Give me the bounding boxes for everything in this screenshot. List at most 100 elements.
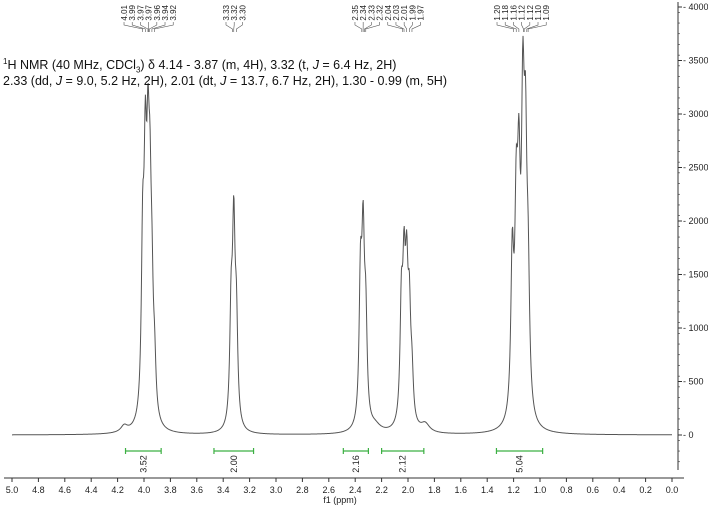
peak-label: 1.10: [534, 4, 543, 20]
y-tick-label: - 2500: [683, 163, 708, 173]
peak-label-connector: [365, 22, 380, 32]
x-tick-label: 1.0: [534, 485, 547, 495]
peak-label: 1.20: [493, 4, 502, 20]
y-tick-label: - 0: [683, 430, 694, 440]
x-tick-label: 0.4: [613, 485, 626, 495]
peak-label: 2.01: [400, 4, 409, 20]
peak-label-connector: [364, 22, 372, 32]
x-tick-label: 2.4: [349, 485, 362, 495]
peak-label: 1.16: [509, 4, 518, 20]
peak-label-connector: [513, 22, 520, 32]
peak-label: 1.99: [408, 4, 417, 20]
peak-label: 3.94: [161, 4, 170, 20]
peak-label: 3.97: [145, 4, 154, 20]
peak-label-connector: [236, 22, 243, 32]
caption-1-mid: ) δ 4.14 - 3.87 (m, 4H), 3.32 (t,: [140, 58, 313, 73]
y-tick-label: - 500: [683, 377, 704, 387]
peak-label: 2.33: [367, 4, 376, 20]
peak-label-connector: [395, 22, 405, 32]
y-tick-label: - 1500: [683, 270, 708, 280]
peak-label: 2.35: [351, 4, 360, 20]
peak-label: 4.01: [120, 4, 129, 20]
caption-2-j1: J: [55, 74, 63, 88]
x-tick-label: 1.4: [481, 485, 494, 495]
x-tick-label: 4.4: [85, 485, 98, 495]
integral-layer: 3.52 2.00 2.16 2.12 5.04: [124, 448, 544, 473]
y-tick-label: - 3000: [683, 109, 708, 119]
y-tick-label: - 1000: [683, 323, 708, 333]
x-tick-label: 0.6: [587, 485, 600, 495]
peak-label-connector: [521, 22, 524, 32]
caption-line-1: 1H NMR (40 MHz, CDCl3) δ 4.14 - 3.87 (m,…: [3, 57, 396, 75]
spectrum-line: [12, 35, 672, 436]
x-tick-label: 1.6: [455, 485, 468, 495]
x-tick-label: 5.0: [6, 485, 19, 495]
x-tick-label: 4.8: [32, 485, 45, 495]
peak-label: 3.96: [153, 4, 162, 20]
x-tick-label: 4.0: [138, 485, 151, 495]
caption-1-j: J: [312, 58, 319, 73]
peak-label: 3.97: [136, 4, 145, 20]
peak-label: 1.97: [417, 4, 426, 20]
peak-label: 2.03: [392, 4, 401, 20]
peak-label: 2.04: [384, 4, 393, 20]
peak-label: 3.92: [169, 4, 178, 20]
x-tick-label: 3.0: [270, 485, 283, 495]
peak-label-connector: [387, 22, 404, 32]
peak-label-connector: [354, 22, 363, 32]
peak-label: 2.34: [359, 4, 368, 20]
caption-line-2: 2.33 (dd, J = 9.0, 5.2 Hz, 2H), 2.01 (dt…: [3, 74, 447, 88]
integral-value: 2.16: [351, 455, 361, 473]
x-tick-label: 2.0: [402, 485, 415, 495]
x-tick-label: 4.2: [111, 485, 124, 495]
x-tick-label: 0.0: [666, 485, 679, 495]
integral-value: 5.04: [515, 455, 525, 473]
integral-value: 3.52: [138, 455, 148, 473]
peak-label: 3.32: [230, 4, 239, 20]
y-tick-label: - 3500: [683, 56, 708, 66]
x-axis-label: f1 (ppm): [323, 495, 357, 505]
x-tick-label: 3.4: [217, 485, 230, 495]
peak-label-connector: [140, 22, 149, 32]
peak-label-connector: [411, 22, 421, 32]
peak-label-connector: [123, 22, 143, 32]
y-tick-label: - 4000: [683, 2, 708, 12]
caption-2-a: 2.33 (dd,: [3, 74, 56, 88]
x-tick-label: 3.6: [191, 485, 204, 495]
x-tick-label: 3.8: [164, 485, 177, 495]
caption-2-j2: J: [220, 74, 227, 88]
x-tick-label: 1.2: [507, 485, 520, 495]
peak-label: 2.32: [376, 4, 385, 20]
integral-value: 2.00: [229, 455, 239, 473]
peak-label: 3.30: [238, 4, 247, 20]
integral-value: 2.12: [398, 455, 408, 473]
y-tick-label: - 2000: [683, 216, 708, 226]
x-axis: 5.0 4.8 4.6 4.4 4.2 4.0 3.8 3.6 3.4 3.2 3.0 2.8 2.6 2…: [4, 477, 684, 495]
peak-label-connector: [154, 22, 174, 32]
peak-label-connector: [504, 22, 517, 32]
peak-label-connector: [523, 22, 531, 32]
caption-2-b: = 9.0, 5.2 Hz, 2H), 2.01 (dt,: [62, 74, 221, 88]
peak-label: 3.99: [128, 4, 137, 20]
peak-label-connector: [148, 22, 158, 32]
peak-label-connector: [151, 22, 166, 32]
peak-label-connector: [526, 22, 539, 32]
peak-label: 1.18: [501, 4, 510, 20]
caption-1-post: = 6.4 Hz, 2H): [318, 58, 397, 73]
peak-label-connector: [403, 22, 407, 32]
peak-label: 1.12: [526, 4, 535, 20]
caption-1-pre: H NMR (40 MHz, CDCl: [7, 58, 136, 73]
x-tick-label: 3.2: [243, 485, 256, 495]
x-tick-label: 1.8: [428, 485, 441, 495]
x-tick-label: 2.2: [375, 485, 388, 495]
peak-label: 1.12: [518, 4, 527, 20]
peak-label-connector: [225, 22, 233, 32]
x-tick-label: 0.8: [560, 485, 573, 495]
x-tick-label: 4.6: [59, 485, 72, 495]
peak-label: 1.09: [542, 4, 551, 20]
peak-label-connector: [527, 22, 547, 32]
x-tick-label: 2.8: [296, 485, 309, 495]
x-tick-label: 0.2: [639, 485, 652, 495]
y-axis: - 4000 - 3500 - 3000 - 2500 - 2000 - 1500 - 10…: [677, 2, 708, 470]
